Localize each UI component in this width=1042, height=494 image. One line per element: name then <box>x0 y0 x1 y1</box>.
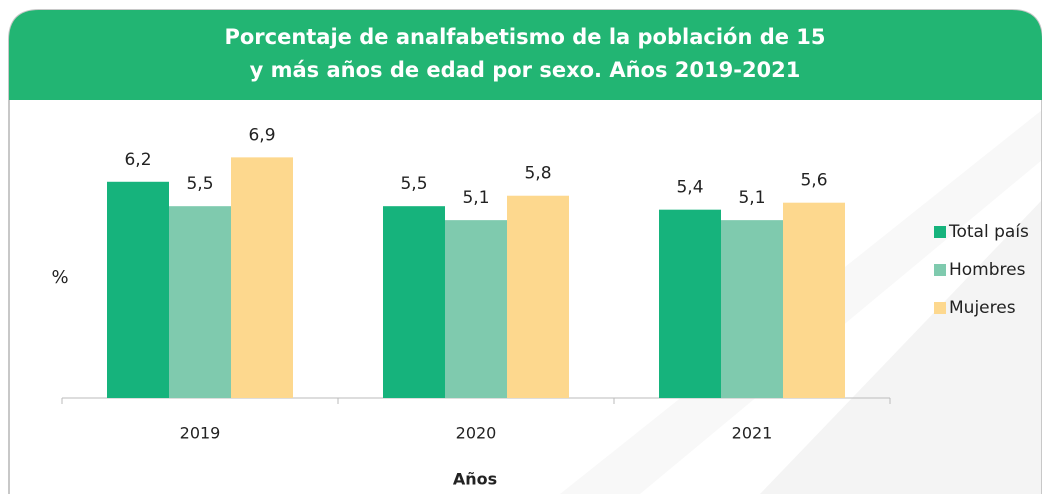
data-label: 5,1 <box>462 188 489 208</box>
data-label: 5,8 <box>524 164 551 184</box>
bar <box>231 157 293 398</box>
bar <box>383 206 445 398</box>
legend-label: Mujeres <box>949 298 1016 318</box>
legend-label: Total país <box>948 222 1029 242</box>
bar <box>507 195 569 398</box>
data-label: 6,2 <box>124 150 151 170</box>
bar <box>445 220 507 398</box>
data-label: 5,1 <box>738 188 765 208</box>
data-label: 5,6 <box>800 171 827 191</box>
x-axis-label: Años <box>453 470 497 489</box>
bar <box>721 220 783 398</box>
x-tick-label: 2019 <box>180 424 221 443</box>
data-label: 5,5 <box>400 174 427 194</box>
legend-swatch <box>934 226 946 238</box>
chart-title: y más años de edad por sexo. Años 2019-2… <box>250 58 801 82</box>
bar <box>169 206 231 398</box>
data-label: 6,9 <box>248 125 275 145</box>
x-tick-label: 2020 <box>456 424 497 443</box>
x-tick-label: 2021 <box>732 424 773 443</box>
background-shape <box>760 200 1042 494</box>
chart-title: Porcentaje de analfabetismo de la poblac… <box>224 25 825 49</box>
legend-swatch <box>934 264 946 276</box>
legend-swatch <box>934 302 946 314</box>
header <box>9 10 1042 100</box>
data-label: 5,5 <box>186 174 213 194</box>
data-label: 5,4 <box>676 178 703 198</box>
bar <box>783 202 845 398</box>
y-axis-label: % <box>51 267 68 288</box>
bar <box>659 209 721 398</box>
bar <box>107 181 169 398</box>
legend-label: Hombres <box>949 260 1026 280</box>
